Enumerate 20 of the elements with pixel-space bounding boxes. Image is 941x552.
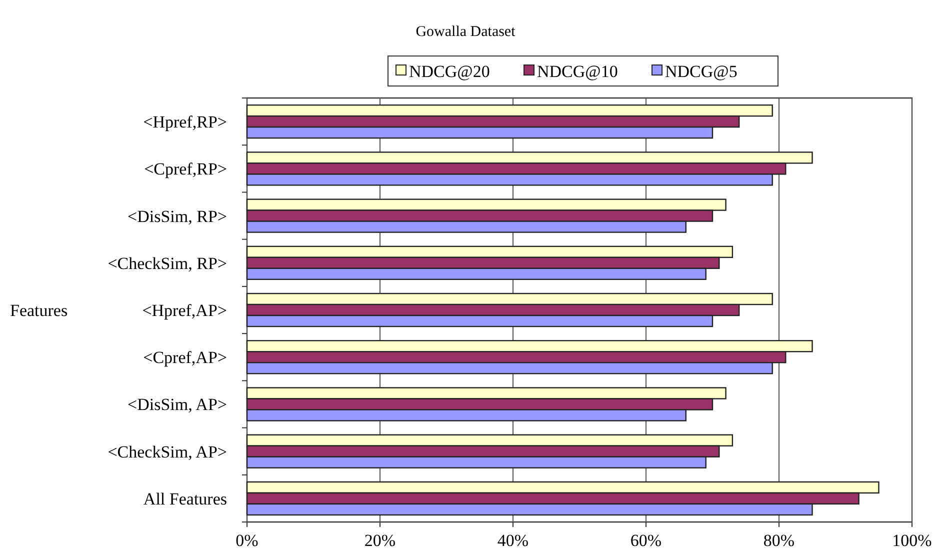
y-tick-label: <Hpref,RP> — [143, 112, 227, 132]
y-tick-label: All Features — [143, 489, 227, 508]
x-tick-label: 40% — [497, 531, 529, 550]
legend-label: NDCG@20 — [409, 62, 490, 81]
y-tick-label: <CheckSim, AP> — [108, 442, 227, 462]
y-tick-label: <DisSim, RP> — [128, 206, 227, 226]
x-tick-label: 100% — [892, 531, 932, 550]
legend-label: NDCG@10 — [537, 62, 618, 81]
y-tick-label: <DisSim, AP> — [128, 395, 227, 414]
x-tick-label: 60% — [630, 531, 662, 550]
x-tick-label: 20% — [364, 531, 396, 550]
legend-label: NDCG@5 — [665, 62, 738, 81]
y-tick-label: <CheckSim, RP> — [108, 254, 227, 273]
y-tick-label: <Cpref,RP> — [144, 160, 227, 179]
y-tick-label: <Cpref,AP> — [143, 348, 227, 368]
x-tick-label: 0% — [236, 531, 258, 550]
y-axis-title: Features — [10, 301, 68, 320]
x-tick-label: 80% — [763, 531, 795, 550]
chart-title: Gowalla Dataset — [416, 24, 516, 40]
y-tick-label: <Hpref,AP> — [142, 301, 227, 320]
